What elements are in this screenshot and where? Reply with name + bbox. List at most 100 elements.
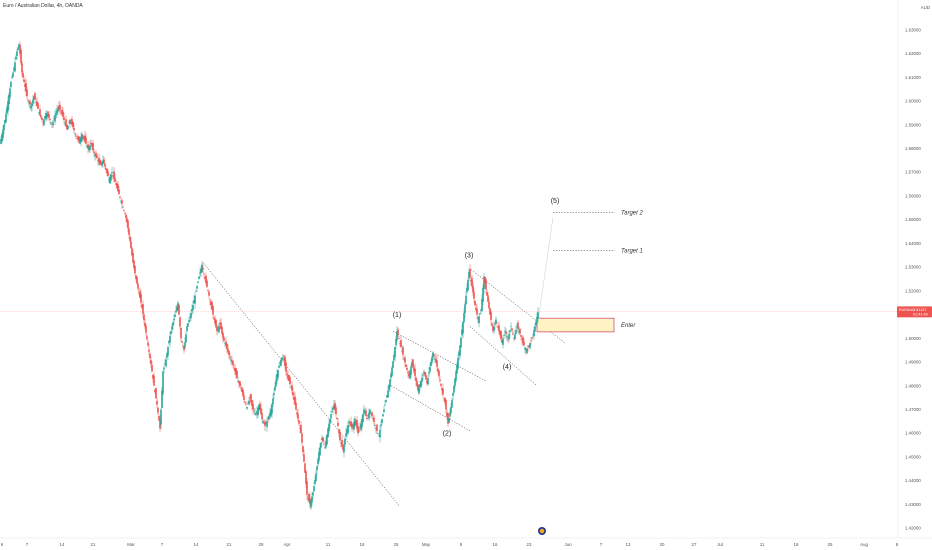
candle-body [515,330,517,335]
candle-body [96,155,98,158]
candle-body [332,407,334,410]
candle-body [47,112,49,117]
candle-body [240,387,242,389]
candle-body [331,411,333,412]
chart-title: Euro / Australian Dollar, 4h, OANDA [3,3,83,9]
candle-body [321,437,323,440]
candle-body [258,404,260,410]
candle-body [110,174,112,181]
candle-body [65,119,67,127]
candle-body [532,334,534,335]
candle-body [436,360,438,367]
current-price-tag[interactable] [897,306,932,318]
candle-body [511,328,513,331]
candle-body [365,410,367,416]
candle-body [82,135,84,137]
candle-body [113,171,115,179]
candle-body [517,322,519,329]
x-tick-label: May [422,542,431,547]
candle-body [163,367,165,370]
candle-body [366,417,368,419]
candle-body [259,403,261,410]
candle-body [418,387,420,394]
candle-body [445,399,447,410]
candle-body [253,410,255,412]
candle-body [480,309,482,311]
candle-body [169,335,171,343]
candle-body [12,72,14,77]
candle-body [11,77,13,79]
candle-body [499,330,501,336]
candle-body [145,325,147,333]
candle-body [303,454,305,462]
candle-body [127,220,129,229]
candle-body [333,404,335,409]
candle-body [101,161,103,166]
candle-body [125,214,127,219]
candle-body [470,279,472,282]
candle-body [78,136,80,142]
candle-body [399,343,401,344]
candle-body [410,366,412,375]
candle-body [119,196,121,198]
time-axis[interactable]: 6 7 14 21 Mar 7 14 21 28 Apr 11 18 25 May 9 16 23 Jun 7 13 2… [0,527,932,547]
candle-body [215,319,217,328]
candle-body [173,318,175,321]
projection-line [537,217,554,322]
candle-body [74,133,76,135]
candle-body [409,371,411,379]
candle-body [526,348,528,353]
candle-body [288,374,290,382]
candle-body [432,352,434,358]
candle-body [485,279,487,290]
candle-body [348,421,350,423]
candle-body [38,112,40,113]
candle-body [508,334,510,340]
candle-body [449,412,451,417]
candle-body [336,417,338,419]
candle-body [398,338,400,340]
candle-body [39,109,41,116]
candle-body [99,159,101,166]
candle-body [98,158,100,163]
candle-body [30,105,32,109]
candle-body [325,441,327,448]
candle-body [389,379,391,387]
candle-body [193,300,195,304]
candle-body [183,346,185,351]
candle-body [20,49,22,64]
candle-body [437,368,439,372]
candle-body [426,380,428,384]
candle-body [277,369,279,378]
candle-body [156,400,158,405]
candle-body [172,322,174,326]
candle-body [167,347,169,356]
candle-body [468,271,470,279]
candle-body [456,364,458,374]
candle-body [255,413,257,415]
candle-body [350,421,352,427]
candle-body [142,304,144,314]
entry-zone-box[interactable] [536,317,615,333]
candle-body [223,337,225,341]
x-tick-label: 18 [360,542,365,547]
candle-body [535,321,537,326]
candle-body [337,422,339,427]
candle-body [441,388,443,391]
candle-body [139,291,141,298]
candle-body [463,313,465,322]
candle-body [330,414,332,419]
candle-body [107,171,109,177]
candle-body [491,324,493,326]
candle-body [382,414,384,417]
candle-body [438,370,440,377]
candle-body [479,313,481,314]
candle-body [392,361,394,368]
candle-body [319,447,321,456]
candle-body [460,337,462,348]
candle-body [448,418,450,423]
price-axis[interactable]: AUD 1.63000 1.62000 1.61000 1.60000 1.59000 1.… [897,0,932,538]
candle-body [282,354,284,356]
candle-body [419,384,421,388]
